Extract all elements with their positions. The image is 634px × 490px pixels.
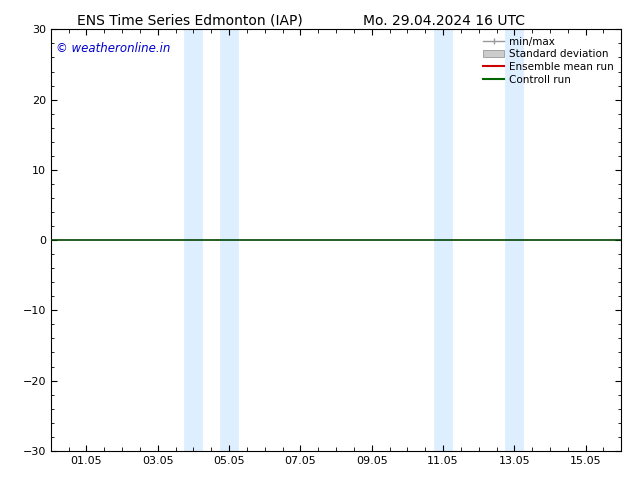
Bar bbox=[184, 29, 202, 451]
Text: Mo. 29.04.2024 16 UTC: Mo. 29.04.2024 16 UTC bbox=[363, 14, 525, 28]
Legend: min/max, Standard deviation, Ensemble mean run, Controll run: min/max, Standard deviation, Ensemble me… bbox=[481, 35, 616, 87]
Text: ENS Time Series Edmonton (IAP): ENS Time Series Edmonton (IAP) bbox=[77, 14, 303, 28]
Text: © weatheronline.in: © weatheronline.in bbox=[56, 42, 171, 55]
Bar bbox=[220, 29, 238, 451]
Bar bbox=[434, 29, 452, 451]
Bar bbox=[505, 29, 523, 451]
